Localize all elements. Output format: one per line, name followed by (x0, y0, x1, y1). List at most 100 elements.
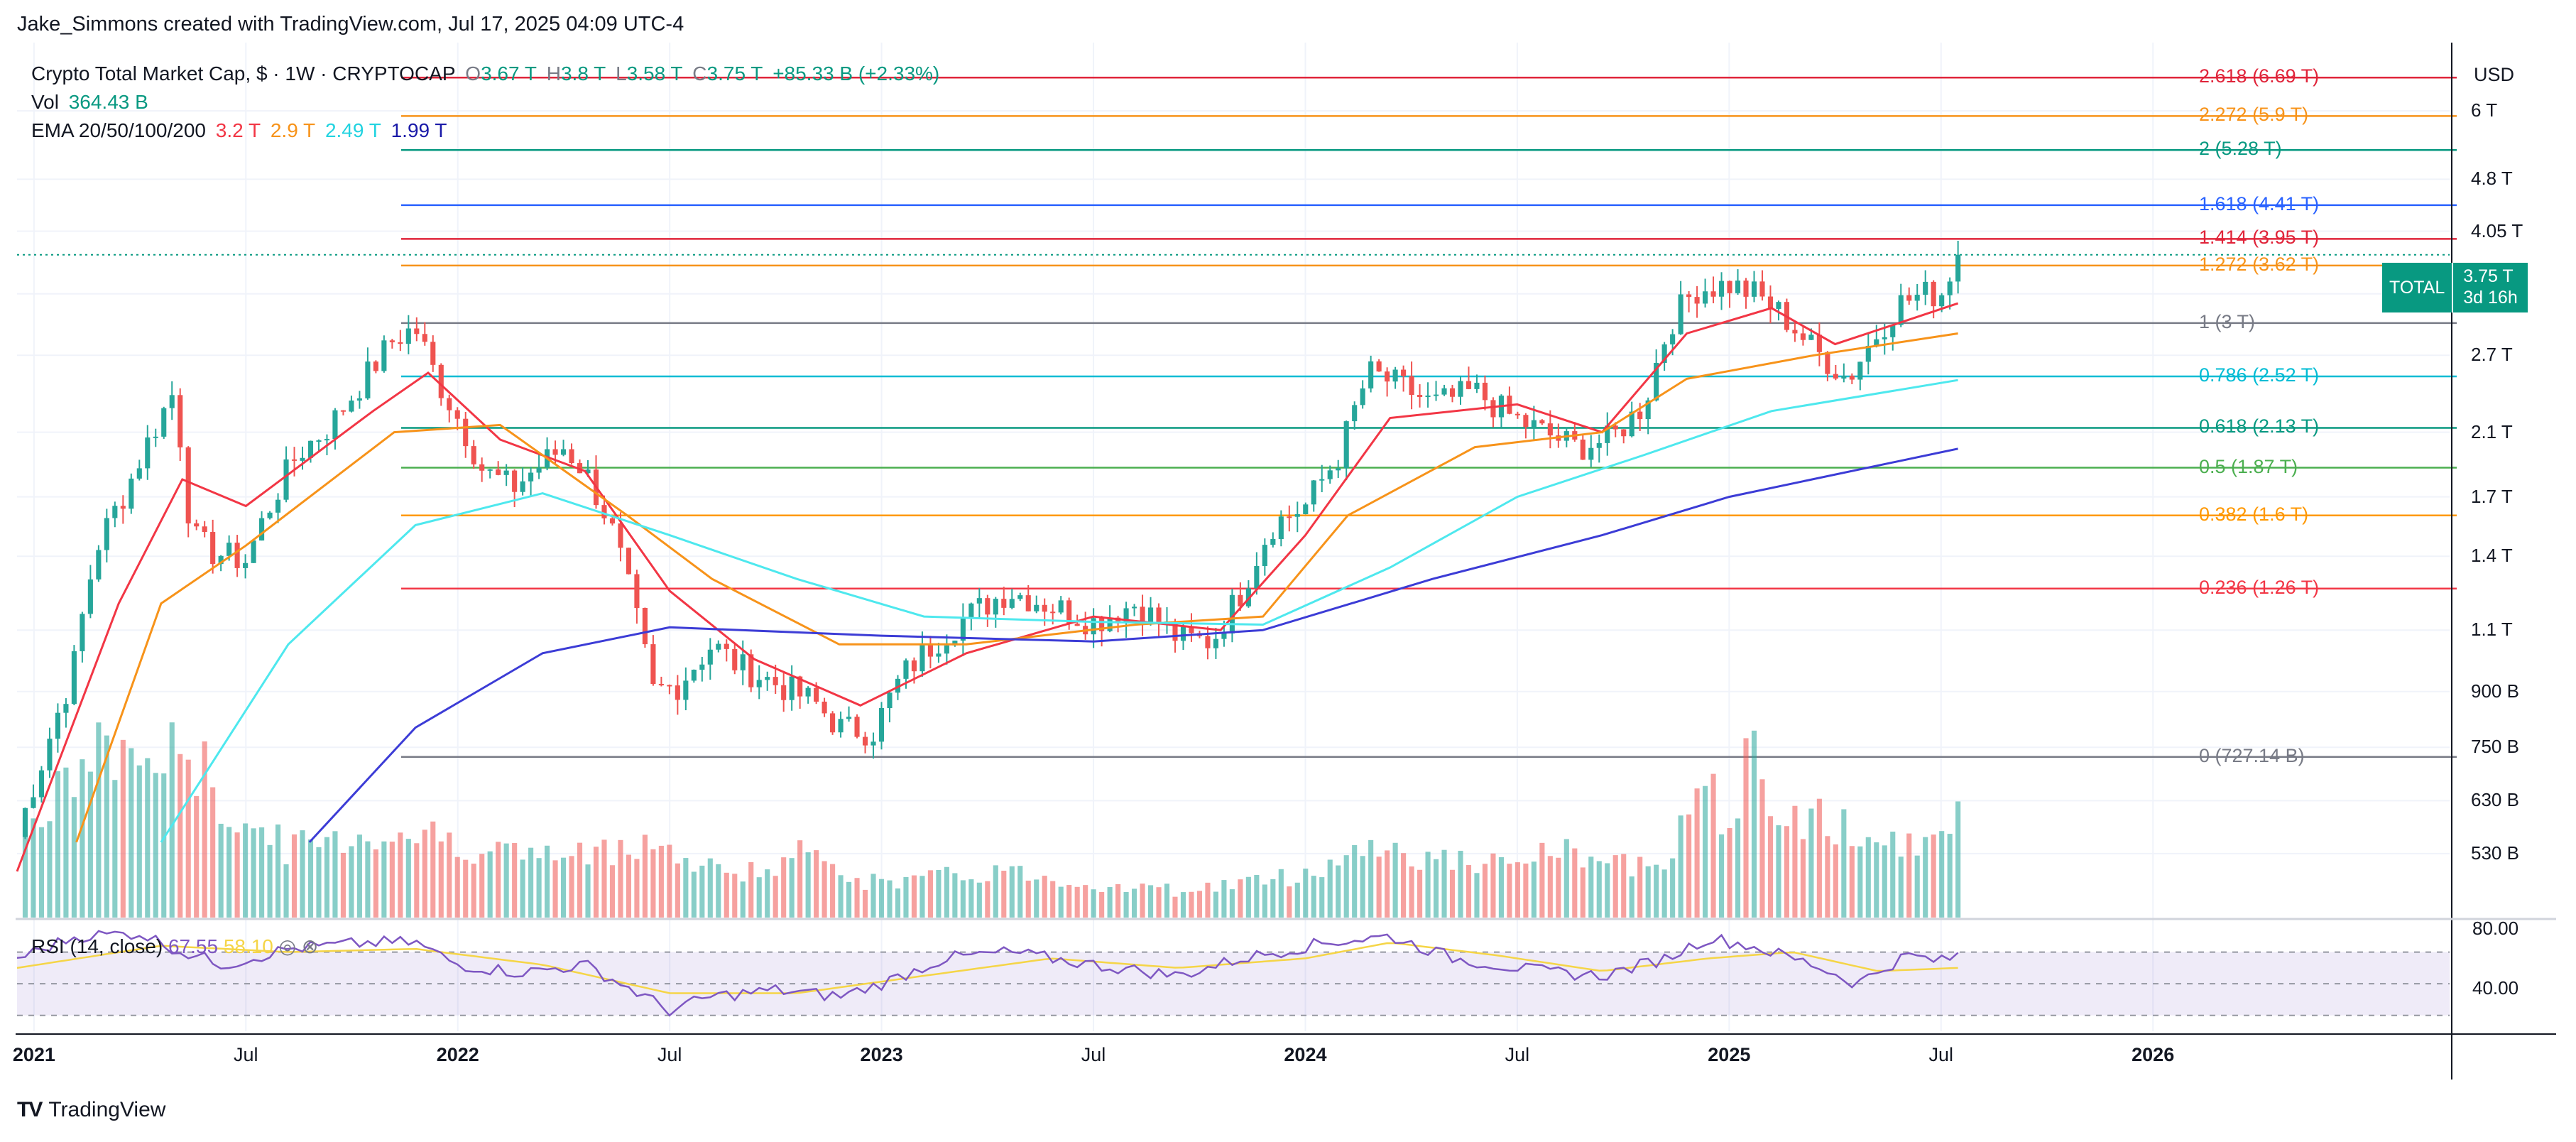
candle-body-112 (927, 644, 933, 657)
volume-bar-80 (667, 844, 672, 918)
candle-body-16 (145, 437, 151, 469)
candle-body-237 (1947, 281, 1953, 295)
volume-bar-106 (878, 879, 885, 918)
candle-body-83 (691, 669, 697, 681)
candle-body-30 (259, 518, 265, 541)
candle-body-124 (1025, 595, 1031, 611)
candle-body-167 (1376, 361, 1382, 372)
candle-body-13 (120, 506, 126, 509)
tradingview-brand[interactable]: TV TradingView (17, 1098, 165, 1122)
candle-body-101 (838, 719, 844, 733)
candle-body-171 (1409, 376, 1414, 396)
candle-body-225 (1849, 376, 1855, 380)
author-credit: Jake_Simmons created with TradingView.co… (17, 13, 684, 36)
currency-label[interactable]: USD (2474, 64, 2515, 85)
volume-bar-125 (1034, 879, 1039, 918)
ema-line-2 (160, 379, 1958, 843)
close-icon[interactable]: ⊗ (301, 935, 319, 957)
volume-bar-77 (642, 834, 648, 918)
candle-body-19 (169, 395, 175, 408)
price-tag-value: 3.75 T (2463, 266, 2514, 286)
volume-bar-181 (1490, 853, 1496, 918)
volume-bar-219 (1800, 839, 1806, 918)
candle-body-222 (1825, 352, 1830, 374)
volume-bar-73 (609, 865, 616, 918)
symbol-name[interactable]: Crypto Total Market Cap, $ · 1W · CRYPTO… (31, 62, 456, 85)
volume-bar-5 (55, 771, 60, 918)
volume-bar-100 (830, 864, 836, 918)
volume-bar-117 (968, 879, 974, 918)
x-tick-7: Jul (1505, 1044, 1530, 1065)
candle-body-81 (675, 685, 680, 700)
volume-bar-134 (1107, 887, 1113, 918)
candle-body-90 (748, 654, 754, 687)
candle-body-229 (1882, 337, 1887, 339)
candle-body-199 (1637, 411, 1643, 420)
volume-bar-101 (838, 875, 844, 918)
candle-body-205 (1686, 294, 1692, 298)
volume-bar-96 (797, 840, 803, 918)
price-tag-countdown: 3d 16h (2463, 288, 2518, 308)
volume-bar-23 (202, 741, 207, 918)
volume-bar-222 (1825, 836, 1830, 918)
ema-label[interactable]: EMA 20/50/100/200 (31, 119, 206, 141)
volume-bar-57 (479, 854, 485, 918)
candle-body-32 (275, 499, 281, 513)
vol-label[interactable]: Vol (31, 91, 59, 113)
candle-body-63 (528, 472, 534, 482)
y-tick-11: 630 B (2471, 789, 2519, 811)
volume-bar-216 (1776, 825, 1781, 918)
rsi-ma-value: 58.10 (223, 935, 273, 957)
ema20-value: 3.2 T (215, 119, 261, 141)
rsi-label[interactable]: RSI (14, close) (31, 935, 163, 957)
volume-bar-17 (153, 773, 158, 918)
candle-body-88 (732, 648, 738, 670)
candle-body-56 (471, 446, 476, 464)
volume-bar-94 (781, 857, 787, 918)
volume-bar-70 (585, 864, 591, 918)
volume-bar-99 (822, 861, 827, 918)
volume-bar-48 (405, 839, 411, 918)
candle-body-27 (234, 543, 240, 568)
candle-body-130 (1074, 624, 1080, 626)
volume-bar-118 (976, 882, 982, 918)
candle-body-128 (1058, 600, 1064, 613)
volume-bar-147 (1213, 891, 1218, 918)
candle-body-122 (1009, 599, 1015, 608)
eye-icon[interactable]: ◎ (278, 935, 297, 957)
volume-bar-148 (1221, 880, 1227, 918)
volume-bar-186 (1531, 861, 1537, 918)
candle-body-58 (487, 469, 493, 471)
volume-bar-45 (381, 841, 387, 918)
candle-body-197 (1621, 429, 1627, 437)
volume-bar-127 (1050, 881, 1056, 918)
candle-body-180 (1482, 382, 1488, 401)
candle-body-179 (1474, 382, 1480, 389)
candle-body-35 (300, 457, 305, 461)
volume-bar-61 (512, 843, 518, 918)
volume-bar-115 (952, 873, 958, 918)
open-label: O (465, 62, 481, 85)
candle-body-194 (1596, 442, 1602, 448)
candle-body-86 (716, 643, 721, 650)
candle-body-95 (789, 676, 795, 700)
y-tick-6: 1.7 T (2471, 485, 2513, 507)
candle-body-36 (307, 440, 314, 458)
volume-bar-65 (545, 845, 550, 918)
volume-bar-74 (618, 839, 623, 918)
volume-bar-54 (454, 856, 460, 918)
volume-bar-196 (1612, 855, 1618, 918)
candle-body-10 (96, 550, 102, 580)
fib-label-6: 1 (3 T) (2199, 310, 2256, 332)
candle-body-139 (1147, 607, 1154, 624)
volume-bar-93 (773, 876, 778, 918)
volume-bar-13 (120, 739, 126, 918)
volume-bar-12 (112, 780, 118, 918)
volume-bar-97 (805, 852, 811, 918)
volume-bar-124 (1025, 881, 1031, 918)
candle-body-127 (1050, 611, 1056, 614)
candle-body-78 (650, 644, 656, 685)
candle-body-38 (324, 439, 330, 441)
candle-body-157 (1294, 513, 1300, 517)
